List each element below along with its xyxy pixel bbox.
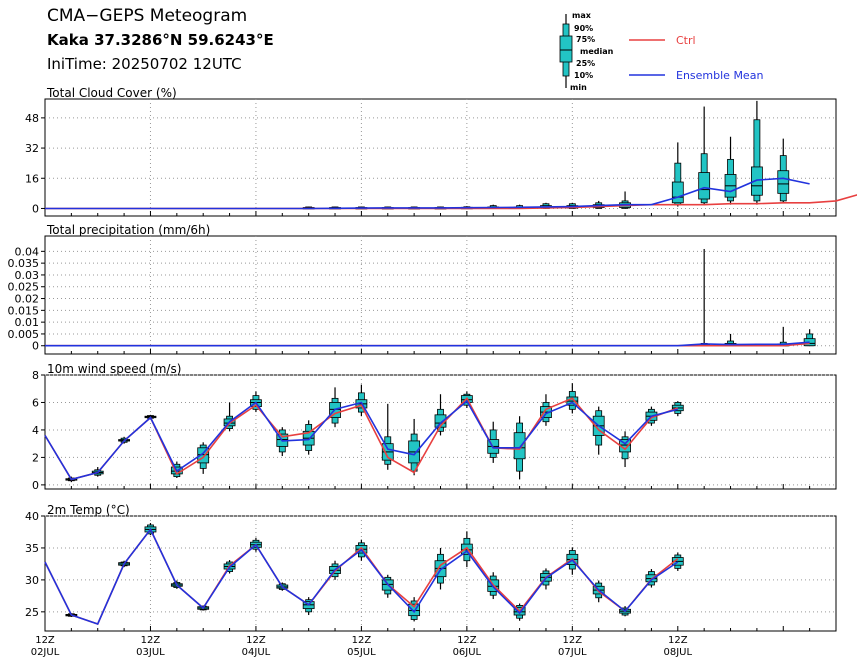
legend-box-25-75 xyxy=(559,35,573,63)
x-tick-date: 06JUL xyxy=(453,647,482,658)
y-tick-label: 0.03 xyxy=(15,269,40,282)
panel-title: Total precipitation (mm/6h) xyxy=(46,223,210,237)
ensemble-box xyxy=(329,387,341,428)
x-tick-date: 02JUL xyxy=(31,647,60,658)
box-25-75 xyxy=(197,447,210,464)
legend-box-label: min xyxy=(570,83,587,92)
y-tick-label: 16 xyxy=(25,172,39,185)
ensemble-box xyxy=(408,418,421,476)
x-tick-time: 12Z xyxy=(35,635,55,646)
ensemble-box xyxy=(777,326,790,347)
x-tick-time: 12Z xyxy=(668,635,688,646)
y-tick-label: 32 xyxy=(25,142,39,155)
x-tick-date: 04JUL xyxy=(242,647,271,658)
y-tick-label: 0.015 xyxy=(8,304,40,317)
legend-ctrl-label: Ctrl xyxy=(676,34,696,47)
ensemble-box xyxy=(698,106,711,205)
y-tick-label: 0.025 xyxy=(8,281,40,294)
y-tick-label: 2 xyxy=(32,451,39,464)
y-tick-label: 6 xyxy=(32,396,39,409)
x-tick-date: 08JUL xyxy=(664,647,693,658)
ensemble-box xyxy=(434,394,447,436)
x-tick-date: 07JUL xyxy=(558,647,587,658)
panel-title: 10m wind speed (m/s) xyxy=(47,362,181,376)
box-25-75 xyxy=(513,432,526,460)
panel-1: Total Cloud Cover (%) 0 16 32 48 xyxy=(25,86,857,217)
legend-box-label: 75% xyxy=(576,35,595,44)
init-time: IniTime: 20250702 12UTC xyxy=(47,55,242,73)
y-tick-label: 0.005 xyxy=(8,328,40,341)
panel-2: Total precipitation (mm/6h)00.0050.010.0… xyxy=(8,223,837,355)
ensemble-box xyxy=(302,420,315,455)
y-tick-label: 0 xyxy=(32,202,39,215)
legend-box-label: 10% xyxy=(574,71,593,80)
box-25-75 xyxy=(698,172,711,200)
box-25-75 xyxy=(751,166,763,196)
y-tick-label: 35 xyxy=(25,542,39,555)
ensemble-mean-line xyxy=(44,399,679,481)
x-tick-time: 12Z xyxy=(141,635,161,646)
y-tick-label: 30 xyxy=(25,574,39,587)
y-tick-label: 40 xyxy=(25,510,39,523)
box-25-75 xyxy=(671,181,684,204)
ensemble-box xyxy=(671,552,684,571)
x-axis-labels: 12Z02JUL12Z03JUL12Z04JUL12Z05JUL12Z06JUL… xyxy=(31,635,693,658)
panel-3: 10m wind speed (m/s) 0 2 4 6 8 xyxy=(32,362,837,492)
panel-frame xyxy=(44,235,837,355)
y-tick-label: 0.04 xyxy=(15,245,40,258)
y-tick-label: 48 xyxy=(25,112,39,125)
station-location: Kaka 37.3286°N 59.6243°E xyxy=(47,31,274,49)
legend-box-label: median xyxy=(580,47,614,56)
box-25-75 xyxy=(408,603,421,617)
ensemble-mean-line xyxy=(45,177,810,210)
y-tick-label: 0.02 xyxy=(15,293,40,306)
panel-4: 2m Temp (°C) 25 30 35 40 xyxy=(25,503,837,632)
ensemble-box xyxy=(724,136,737,205)
ensemble-box xyxy=(751,100,763,205)
panel-frame xyxy=(44,98,837,217)
ensemble-box xyxy=(698,248,711,347)
panel-title: 2m Temp (°C) xyxy=(47,503,130,517)
y-tick-label: 0 xyxy=(32,340,39,353)
ensemble-box xyxy=(434,547,447,590)
y-tick-label: 0 xyxy=(32,479,39,492)
ensemble-mean-line xyxy=(44,527,679,625)
legend: max 90% 75% median 25% 10% min Ctrl Ensemble Mea… xyxy=(559,11,763,92)
ensemble-box xyxy=(566,383,579,414)
x-tick-date: 03JUL xyxy=(136,647,165,658)
ensemble-box xyxy=(777,138,790,203)
x-tick-time: 12Z xyxy=(352,635,372,646)
x-tick-time: 12Z xyxy=(457,635,477,646)
x-tick-time: 12Z xyxy=(246,635,266,646)
legend-mean-label: Ensemble Mean xyxy=(676,69,763,82)
legend-box-label: max xyxy=(572,11,592,20)
legend-box-label: 90% xyxy=(574,24,593,33)
y-tick-label: 8 xyxy=(32,369,39,382)
x-tick-date: 05JUL xyxy=(347,647,376,658)
y-tick-label: 25 xyxy=(25,606,39,619)
ensemble-mean-line xyxy=(45,341,810,347)
y-tick-label: 0.035 xyxy=(8,257,40,270)
legend-box-label: 25% xyxy=(576,59,595,68)
box-10-90 xyxy=(753,119,761,202)
panel-title: Total Cloud Cover (%) xyxy=(46,86,177,100)
meteogram-title: CMA−GEPS Meteogram xyxy=(47,6,248,26)
y-tick-label: 4 xyxy=(32,424,39,437)
y-tick-label: 0.01 xyxy=(15,316,40,329)
box-25-75 xyxy=(777,170,790,194)
x-tick-time: 12Z xyxy=(563,635,583,646)
